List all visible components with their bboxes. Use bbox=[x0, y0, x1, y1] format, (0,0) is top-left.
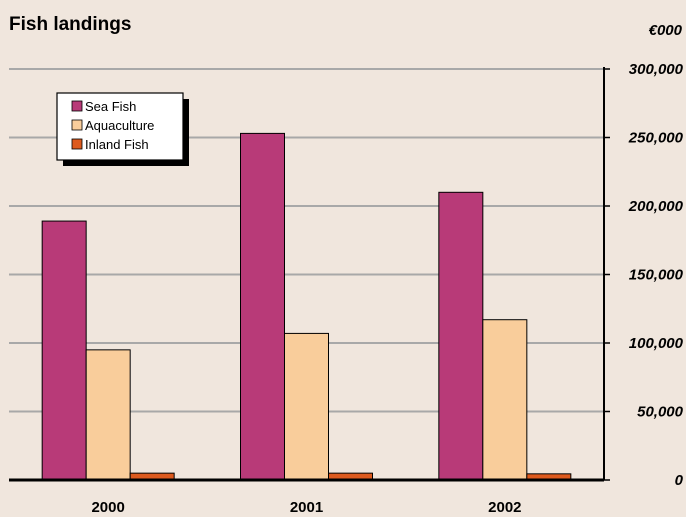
legend-label: Sea Fish bbox=[85, 99, 136, 114]
legend-label: Aquaculture bbox=[85, 118, 154, 133]
bar-sea-fish-2002 bbox=[438, 191, 484, 481]
x-category-label: 2000 bbox=[91, 499, 124, 516]
legend-label: Inland Fish bbox=[85, 137, 149, 152]
y-tick-label: 100,000 bbox=[629, 335, 684, 352]
bars bbox=[41, 132, 572, 481]
legend-swatch bbox=[71, 119, 83, 131]
bar-aquaculture-2001 bbox=[284, 332, 329, 481]
bar-aquaculture-2002 bbox=[482, 319, 528, 481]
y-tick-label: 200,000 bbox=[628, 198, 684, 215]
legend-swatch bbox=[71, 100, 83, 112]
y-tick-label: 0 bbox=[675, 472, 684, 489]
bar-aquaculture-2000 bbox=[85, 349, 131, 481]
chart-title: Fish landings bbox=[9, 14, 132, 35]
y-tick-labels: 0 50,000 100,000 150,000 200,000 250,000 300,0… bbox=[628, 61, 684, 489]
bar-sea-fish-2000 bbox=[41, 220, 87, 481]
y-tick-label: 150,000 bbox=[629, 267, 684, 284]
axes bbox=[9, 67, 610, 482]
legend-swatch bbox=[71, 138, 83, 150]
y-tick-label: 300,000 bbox=[629, 61, 684, 78]
legend: Sea Fish Aquaculture Inland Fish bbox=[56, 92, 189, 166]
y-axis-unit-label: €000 bbox=[648, 22, 682, 39]
y-tick-label: 50,000 bbox=[637, 404, 684, 421]
category-labels: 2000 2001 2002 bbox=[91, 499, 521, 516]
x-category-label: 2001 bbox=[290, 499, 323, 516]
bar-sea-fish-2001 bbox=[240, 132, 285, 481]
x-category-label: 2002 bbox=[488, 499, 521, 516]
y-tick-label: 250,000 bbox=[628, 130, 684, 147]
